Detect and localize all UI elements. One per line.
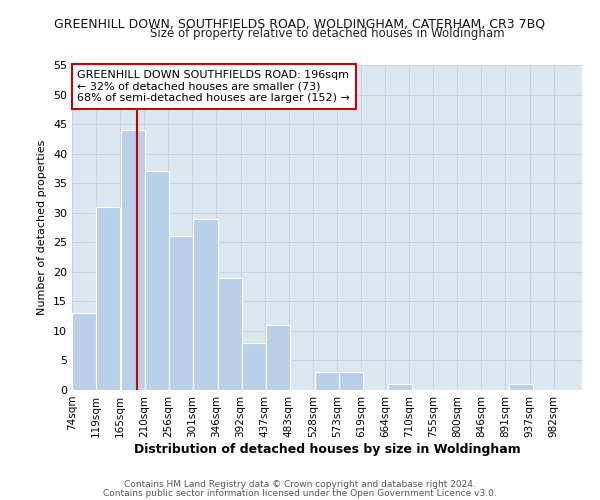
Y-axis label: Number of detached properties: Number of detached properties	[37, 140, 47, 315]
Bar	[339, 372, 363, 390]
Bar	[266, 325, 290, 390]
X-axis label: Distribution of detached houses by size in Woldingham: Distribution of detached houses by size …	[134, 442, 520, 456]
Text: GREENHILL DOWN, SOUTHFIELDS ROAD, WOLDINGHAM, CATERHAM, CR3 7BQ: GREENHILL DOWN, SOUTHFIELDS ROAD, WOLDIN…	[55, 18, 545, 30]
Text: Contains public sector information licensed under the Open Government Licence v3: Contains public sector information licen…	[103, 488, 497, 498]
Text: Contains HM Land Registry data © Crown copyright and database right 2024.: Contains HM Land Registry data © Crown c…	[124, 480, 476, 489]
Bar	[169, 236, 193, 390]
Bar	[388, 384, 412, 390]
Text: GREENHILL DOWN SOUTHFIELDS ROAD: 196sqm
← 32% of detached houses are smaller (73: GREENHILL DOWN SOUTHFIELDS ROAD: 196sqm …	[77, 70, 350, 103]
Bar	[145, 172, 169, 390]
Bar	[72, 313, 96, 390]
Bar	[509, 384, 533, 390]
Bar	[218, 278, 242, 390]
Bar	[193, 218, 218, 390]
Bar	[315, 372, 339, 390]
Bar	[121, 130, 145, 390]
Title: Size of property relative to detached houses in Woldingham: Size of property relative to detached ho…	[149, 27, 505, 40]
Bar	[242, 342, 266, 390]
Bar	[96, 207, 120, 390]
